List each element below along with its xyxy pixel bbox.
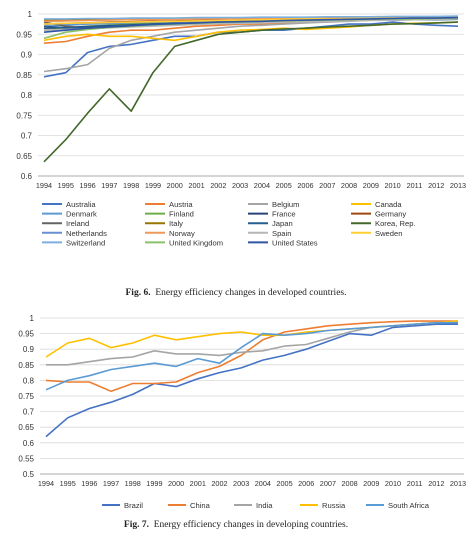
y-tick-label: 0.5: [23, 470, 35, 479]
figure-7-caption: Fig. 7. Energy efficiency changes in dev…: [0, 520, 472, 530]
series-line-india: [46, 320, 459, 366]
legend-label: Sweden: [375, 229, 402, 238]
developing-countries-chart: 0.5 0.55 0.6 0.65 0.7 0.75 0.8 0.85 0.9 0.95 1 1994…: [18, 314, 466, 510]
legend-label: United States: [272, 238, 318, 247]
x-tick-label: 2008: [341, 181, 357, 190]
x-tick-label: 2004: [254, 181, 270, 190]
x-tick-label: 2012: [428, 479, 444, 488]
y-tick-label: 0.65: [18, 423, 34, 432]
legend-label: Spain: [272, 229, 291, 238]
series-line-korea-rep: [43, 21, 459, 163]
legend-label: South Africa: [388, 501, 430, 510]
legend-label: Denmark: [66, 210, 97, 219]
x-tick-label: 2010: [385, 181, 401, 190]
y-tick-label: 0.7: [23, 408, 35, 417]
y-tick-label: 0.9: [21, 51, 33, 60]
legend-label: Netherlands: [66, 229, 107, 238]
y-tick-label: 0.6: [23, 439, 35, 448]
y-tick-label: 0.95: [16, 30, 32, 39]
x-tick-label: 2002: [210, 181, 226, 190]
x-tick-label: 2001: [188, 181, 204, 190]
legend-label: Korea, Rep.: [375, 219, 416, 228]
legend-label: Finland: [169, 210, 194, 219]
y-tick-label: 1: [28, 10, 33, 19]
figure-6-label: Fig. 6.: [125, 288, 151, 298]
y-tick-label: 0.75: [16, 111, 32, 120]
legend-label: Norway: [169, 229, 195, 238]
x-tick-label: 2013: [450, 479, 466, 488]
x-tick-label: 2005: [276, 181, 292, 190]
y-tick-label: 0.8: [23, 376, 35, 385]
developed-countries-chart: 0.6 0.65 0.7 0.75 0.8 0.85 0.9 0.95 1 1994 1995 199…: [16, 10, 466, 247]
figure-6-caption-text: Energy efficiency changes in developed c…: [155, 288, 347, 298]
x-tick-label: 2009: [363, 479, 379, 488]
x-tick-label: 2000: [167, 181, 183, 190]
legend-label: Austria: [169, 200, 193, 209]
series-line-switzerland: [44, 15, 459, 20]
x-tick-label: 1995: [58, 181, 74, 190]
x-tick-label: 2009: [363, 181, 379, 190]
x-tick-label: 2007: [319, 181, 335, 190]
x-tick-label: 2012: [428, 181, 444, 190]
legend-label: China: [190, 501, 211, 510]
y-tick-label: 0.55: [18, 454, 34, 463]
x-tick-label: 2005: [276, 479, 292, 488]
series-line-south-africa: [45, 321, 458, 391]
x-tick-label: 1994: [38, 479, 54, 488]
x-tick-label: 2006: [297, 181, 313, 190]
y-tick-label: 1: [30, 314, 35, 323]
legend-label: India: [256, 501, 273, 510]
legend-label: Switzerland: [66, 238, 105, 247]
x-tick-label: 1994: [36, 181, 52, 190]
legend-label: Canada: [375, 200, 402, 209]
legend-label: Japan: [272, 219, 293, 228]
x-tick-label: 1997: [103, 479, 119, 488]
x-tick-label: 2006: [298, 479, 314, 488]
x-tick-label: 1995: [60, 479, 76, 488]
x-tick-label: 2000: [168, 479, 184, 488]
x-tick-label: 2001: [190, 479, 206, 488]
x-tick-label: 2010: [385, 479, 401, 488]
figure-7-caption-text: Energy efficiency changes in developing …: [153, 520, 349, 530]
y-tick-label: 0.75: [18, 392, 34, 401]
legend-label: United Kingdom: [169, 238, 223, 247]
y-tick-label: 0.9: [23, 345, 35, 354]
x-tick-label: 2004: [255, 479, 271, 488]
figure-6-caption: Fig. 6. Energy efficiency changes in dev…: [0, 288, 472, 298]
x-tick-label: 2011: [407, 479, 423, 488]
series-line-brazil: [45, 323, 458, 438]
legend-label: France: [272, 210, 296, 219]
y-tick-label: 0.65: [16, 152, 32, 161]
y-tick-label: 0.85: [16, 71, 32, 80]
y-tick-label: 0.95: [18, 330, 34, 339]
x-tick-label: 2003: [233, 479, 249, 488]
x-tick-label: 1999: [146, 479, 162, 488]
x-tick-label: 2007: [320, 479, 336, 488]
x-tick-label: 2013: [450, 181, 466, 190]
x-tick-label: 1998: [123, 181, 139, 190]
legend-label: Germany: [375, 210, 406, 219]
x-tick-label: 2011: [407, 181, 423, 190]
y-tick-label: 0.8: [21, 91, 33, 100]
y-tick-label: 0.6: [21, 172, 33, 181]
x-tick-label: 1999: [145, 181, 161, 190]
figure-7-label: Fig. 7.: [123, 520, 149, 530]
x-tick-label: 1998: [125, 479, 141, 488]
y-tick-label: 0.85: [18, 361, 34, 370]
x-tick-label: 2002: [211, 479, 227, 488]
legend-label: Italy: [169, 219, 183, 228]
x-tick-label: 1997: [101, 181, 117, 190]
legend-label: Russia: [322, 501, 346, 510]
x-tick-label: 2008: [341, 479, 357, 488]
legend-label: Australia: [66, 200, 96, 209]
x-tick-label: 1996: [81, 479, 97, 488]
series-line-china: [45, 320, 458, 393]
x-tick-label: 2003: [232, 181, 248, 190]
series-line-united-states: [43, 16, 459, 33]
legend-label: Brazil: [124, 501, 143, 510]
x-tick-label: 1996: [79, 181, 95, 190]
y-tick-label: 0.7: [21, 132, 33, 141]
legend-label: Belgium: [272, 200, 299, 209]
legend-label: Ireland: [66, 219, 89, 228]
